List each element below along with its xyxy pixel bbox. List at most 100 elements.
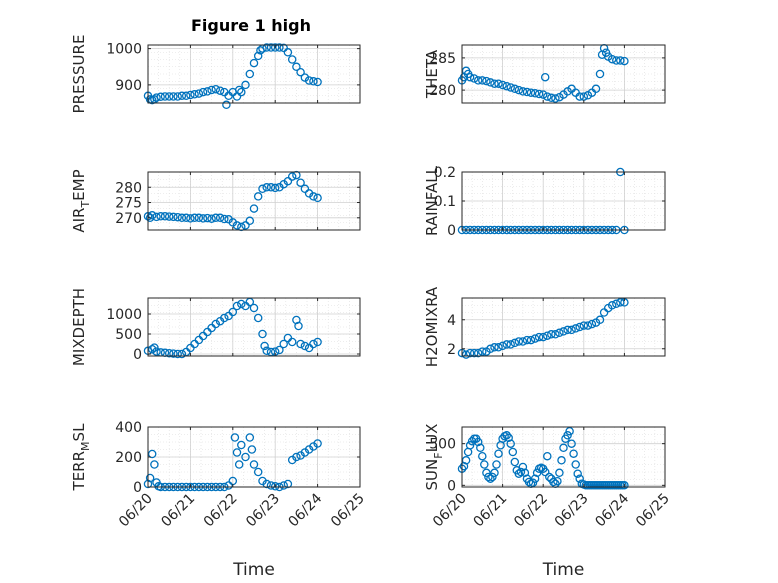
data-point (607, 54, 617, 64)
data-point (518, 87, 528, 96)
data-point (215, 213, 225, 223)
y-tick-label: 275 (115, 196, 142, 212)
data-point (287, 337, 297, 347)
data-point (522, 87, 532, 97)
x-axis-label: Time (232, 560, 275, 580)
data-point (270, 43, 280, 52)
data-point (504, 433, 513, 443)
data-point (551, 330, 560, 339)
subplot-terr_msl: 0 200 400 06/20 06/21 06/22 06/23 06/24 06/25 Tim… (70, 420, 368, 580)
data-point (152, 212, 161, 222)
data-point (520, 468, 530, 478)
data-point (145, 213, 155, 223)
data-point (262, 346, 271, 356)
data-point (211, 319, 221, 329)
data-point (245, 216, 255, 226)
y-axis-label: MIXDEPTH (70, 288, 88, 366)
data-point (177, 213, 187, 223)
data-point (522, 335, 532, 345)
data-point (575, 322, 584, 332)
data-point (538, 90, 548, 99)
data-point (547, 93, 556, 103)
data-point (220, 214, 229, 224)
x-axis-label: Time (542, 560, 585, 580)
data-point (262, 479, 271, 489)
data-point (563, 431, 572, 440)
data-point (283, 176, 293, 186)
y-axis-label: RAINFALL (423, 165, 441, 236)
data-point (283, 479, 293, 489)
data-point (279, 43, 288, 53)
data-point (270, 183, 280, 193)
data-point (587, 319, 597, 329)
y-tick-label: 500 (115, 327, 142, 343)
data-point (553, 476, 562, 486)
data-point (473, 348, 483, 358)
data-point (473, 437, 483, 447)
data-point (530, 474, 540, 483)
data-point (169, 212, 178, 222)
y-tick-label: 0 (447, 223, 456, 239)
data-point (215, 86, 225, 95)
data-point (465, 441, 475, 450)
data-point (156, 92, 165, 102)
data-point (234, 85, 244, 95)
data-point (469, 74, 479, 83)
data-point (612, 299, 621, 309)
y-tick-label: 4 (447, 313, 456, 329)
axes-box (147, 44, 361, 104)
data-point (486, 474, 495, 483)
data-point (249, 204, 259, 213)
axes-box (461, 297, 666, 357)
y-axis-label: AIRTEMP (70, 169, 92, 232)
data-point (300, 73, 310, 82)
data-point (551, 94, 560, 103)
x-tick-label: 06/21 (158, 491, 198, 531)
data-point (150, 460, 159, 469)
data-point (177, 349, 187, 359)
data-point (194, 213, 204, 223)
data-point (150, 343, 159, 352)
axes-box (461, 44, 666, 104)
data-point (510, 84, 520, 94)
data-point (145, 473, 155, 483)
data-point (555, 328, 564, 338)
data-point (207, 85, 216, 95)
data-point (612, 56, 621, 65)
data-point (465, 72, 475, 82)
axes-box (147, 171, 361, 231)
data-point (595, 315, 605, 325)
data-point (190, 213, 199, 223)
data-point (526, 88, 536, 97)
data-point (482, 468, 491, 478)
data-point (490, 343, 499, 352)
data-point (245, 433, 255, 442)
x-tick-label: 06/25 (328, 491, 368, 531)
data-point (237, 299, 246, 309)
data-point (516, 467, 526, 477)
data-point (287, 55, 297, 64)
data-point (543, 92, 552, 101)
data-point (152, 93, 161, 102)
data-point (296, 67, 305, 77)
data-point (557, 456, 566, 465)
y-tick-label: 280 (429, 83, 456, 99)
data-point (313, 193, 322, 203)
data-point (177, 91, 187, 101)
data-point (266, 183, 276, 192)
data-point (486, 344, 495, 354)
data-point (203, 87, 212, 96)
data-point (459, 461, 469, 471)
subplot-mixdepth: 0 500 1000 MIXDEPTH (70, 288, 361, 366)
data-point (186, 214, 195, 223)
data-point (508, 447, 518, 457)
data-point (494, 79, 503, 88)
data-point (480, 460, 489, 469)
data-point (249, 303, 259, 313)
data-point (275, 345, 284, 355)
data-point (249, 58, 259, 68)
data-point (156, 212, 165, 221)
